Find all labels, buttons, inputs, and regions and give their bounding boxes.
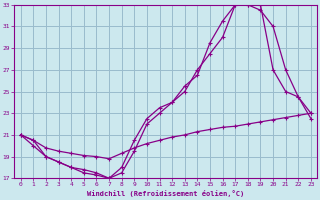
X-axis label: Windchill (Refroidissement éolien,°C): Windchill (Refroidissement éolien,°C): [87, 190, 244, 197]
